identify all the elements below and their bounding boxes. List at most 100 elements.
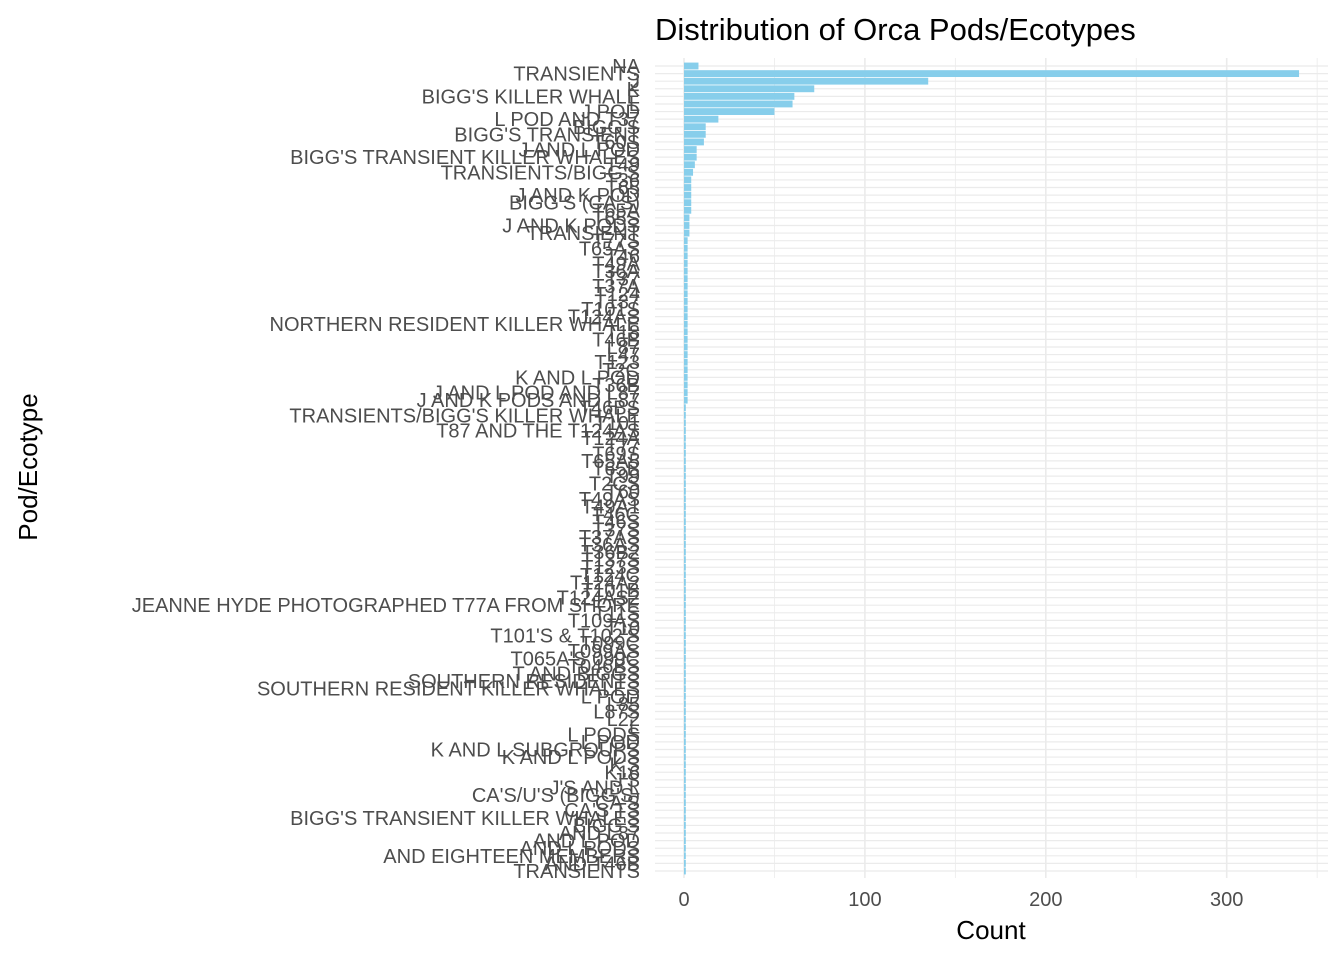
y-tick-label: T65B bbox=[592, 459, 640, 481]
y-tick-label: TRANSIENTS/BIGG'S bbox=[441, 162, 640, 184]
x-tick-label: 200 bbox=[1029, 889, 1062, 911]
bars-layer bbox=[684, 62, 1300, 875]
bar bbox=[684, 434, 686, 442]
y-tick-label: T77 bbox=[606, 436, 640, 458]
y-tick-label: JEANNE HYDE PHOTOGRAPHED T77A FROM SHORE bbox=[132, 595, 640, 617]
y-tick-label: L bbox=[629, 94, 640, 116]
x-tick-label: 300 bbox=[1210, 889, 1243, 911]
bar bbox=[684, 419, 686, 427]
y-tick-label: T46S bbox=[592, 512, 640, 534]
bar bbox=[684, 609, 686, 617]
y-tick-label: T101'S & T102'S bbox=[490, 626, 640, 648]
bar bbox=[684, 647, 686, 655]
bar bbox=[684, 487, 686, 495]
bar bbox=[684, 654, 686, 662]
bar bbox=[684, 138, 704, 146]
y-tick-label: T99 bbox=[606, 466, 640, 488]
bar bbox=[684, 146, 697, 153]
y-tick-label: AND T46B bbox=[545, 853, 640, 875]
bar bbox=[684, 366, 688, 374]
bar bbox=[684, 343, 688, 351]
y-tick-label: T37 bbox=[606, 269, 640, 291]
bar bbox=[684, 282, 688, 290]
y-tick-label: BIGG'S TRANSIENT bbox=[454, 124, 640, 146]
bar bbox=[684, 442, 686, 450]
y-tick-label: T65S bbox=[592, 208, 640, 230]
bar bbox=[684, 601, 686, 609]
y-tick-label: T137 bbox=[594, 291, 640, 313]
bar bbox=[684, 449, 686, 457]
bar bbox=[684, 753, 686, 761]
y-tick-label: CA'S bbox=[595, 793, 640, 815]
y-tick-label: T109AS bbox=[568, 610, 640, 632]
bar bbox=[684, 541, 686, 548]
y-tick-label: T65 bbox=[606, 178, 640, 200]
y-tick-label: T124A bbox=[581, 428, 641, 450]
bar bbox=[684, 328, 688, 336]
bar bbox=[684, 305, 688, 313]
bar bbox=[684, 92, 795, 100]
bar bbox=[684, 465, 686, 472]
y-tick-label: T2C bbox=[602, 360, 640, 382]
y-tick-label: T124AS2 bbox=[557, 588, 640, 610]
y-tick-label: CA'S TS bbox=[564, 800, 640, 822]
y-tick-label: TRANSIENTS bbox=[513, 861, 640, 883]
bar bbox=[684, 123, 706, 131]
bar bbox=[684, 662, 686, 670]
y-tick-label: TRANSIENT bbox=[527, 223, 640, 245]
bar bbox=[684, 358, 688, 366]
bar bbox=[684, 670, 686, 677]
y-tick-label: J AND L POD AND L87 bbox=[433, 383, 640, 405]
y-tick-label: T101S bbox=[581, 299, 640, 321]
y-tick-label: T101 bbox=[594, 413, 640, 435]
bar bbox=[684, 761, 686, 769]
bar bbox=[684, 738, 686, 746]
y-tick-label: T124A2 bbox=[570, 572, 640, 594]
y-tick-label: T36 bbox=[606, 170, 640, 192]
y-tick-label: BIGG'S TRANSIENT KILLER WHALES bbox=[290, 147, 640, 169]
bar bbox=[684, 859, 686, 867]
bar bbox=[684, 77, 929, 85]
bar bbox=[684, 184, 692, 191]
bar bbox=[684, 844, 686, 852]
y-tick-label: NORTHERN RESIDENT KILLER WHALE bbox=[270, 314, 640, 336]
bar bbox=[684, 639, 686, 647]
y-tick-label: L87 bbox=[607, 337, 640, 359]
y-tick-label: J AND K PODS AND L87 bbox=[417, 390, 640, 412]
y-tick-label: T36AS bbox=[579, 534, 640, 556]
y-tick-label: T87 AND THE T124AS bbox=[436, 421, 640, 443]
y-tick-label: L PODS bbox=[567, 724, 640, 746]
y-tick-label: T46 bbox=[606, 246, 640, 268]
y-tick-label: T65AS bbox=[579, 238, 640, 260]
bar bbox=[684, 396, 688, 404]
y-tick-label: T123S bbox=[581, 557, 640, 579]
y-axis-title: Pod/Ecotype bbox=[13, 393, 43, 540]
y-tick-label: T124AS bbox=[568, 307, 640, 329]
y-tick-label: T10 bbox=[606, 618, 640, 640]
y-tick-label: T046BS bbox=[568, 656, 640, 678]
bar bbox=[684, 404, 686, 412]
y-tick-label: BIGG'S KILLER WHALE bbox=[422, 86, 640, 108]
bar bbox=[684, 199, 692, 207]
bar bbox=[684, 168, 694, 176]
y-tick-label: AND L PODS bbox=[520, 838, 640, 860]
bar bbox=[684, 373, 688, 381]
bar bbox=[684, 799, 686, 807]
bar bbox=[684, 708, 686, 715]
bar bbox=[684, 510, 686, 518]
y-tick-label: T49AS bbox=[579, 489, 640, 511]
y-tick-label: K AND L PODS bbox=[502, 747, 640, 769]
y-tick-label: J'S AND L bbox=[549, 777, 640, 799]
y-tick-label: CA'S/U'S (BIGG'S) bbox=[472, 785, 640, 807]
bar bbox=[684, 275, 688, 283]
bar bbox=[684, 313, 688, 321]
y-tick-label: T60 bbox=[606, 481, 640, 503]
bar bbox=[684, 108, 775, 115]
bar bbox=[684, 161, 695, 169]
y-tick-label: L POD bbox=[581, 686, 640, 708]
y-tick-label: T065A'S 099C bbox=[511, 648, 640, 670]
y-tick-label: J bbox=[630, 71, 640, 93]
bar bbox=[684, 571, 686, 579]
bar bbox=[684, 784, 686, 791]
y-tick-label: BIGG'S bbox=[573, 815, 640, 837]
